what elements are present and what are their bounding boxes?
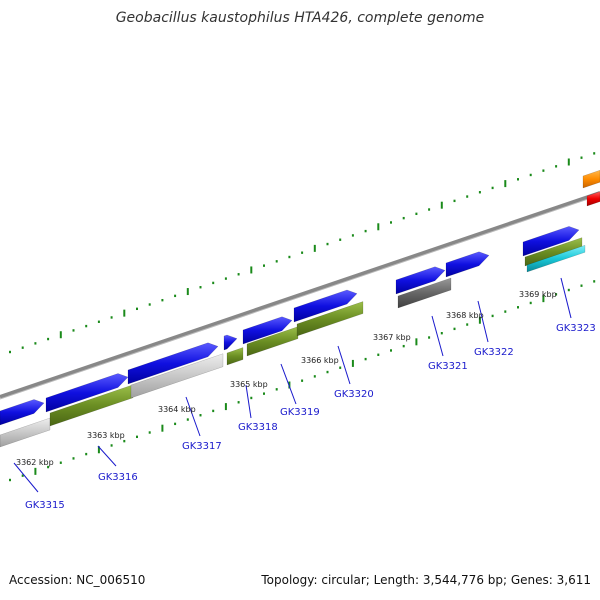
label-leader-lines — [13, 277, 572, 493]
gene-arrow — [445, 251, 490, 278]
scale-label: 3365 kbp — [230, 380, 268, 389]
label-leader-line — [97, 445, 117, 467]
map-title: Geobacillus kaustophilus HTA426, complet… — [116, 10, 485, 26]
rna-feature-bar — [246, 326, 299, 357]
pseudogene-bar — [0, 417, 51, 448]
label-leader-line — [431, 315, 444, 357]
upper-tick-track — [9, 152, 596, 354]
scale-label: 3363 kbp — [87, 431, 125, 440]
label-leader-line — [280, 363, 297, 405]
scale-label: 3367 kbp — [373, 333, 411, 342]
accession-text: Accession: NC_006510 — [9, 573, 146, 587]
pseudogene-bar — [397, 277, 452, 309]
gene-label-gk3322[interactable]: GK3322 — [474, 347, 514, 358]
gene-label-gk3320[interactable]: GK3320 — [334, 389, 374, 400]
gene-label-gk3321[interactable]: GK3321 — [428, 361, 468, 372]
misc-feature-bar — [526, 244, 586, 273]
scale-label: 3362 kbp — [16, 458, 54, 467]
feature-track — [0, 169, 600, 448]
genome-backbone-shadow — [0, 194, 600, 400]
label-leader-line — [477, 300, 489, 343]
genome-summary-text: Topology: circular; Length: 3,544,776 bp… — [261, 573, 591, 587]
lower-tick-track — [9, 280, 596, 482]
scale-label: 3364 kbp — [158, 405, 196, 414]
rna-feature-bar — [49, 384, 134, 427]
label-leader-line — [245, 384, 252, 419]
misc-feature-bar — [582, 169, 600, 189]
gene-arrow — [127, 342, 219, 385]
gene-label-gk3317[interactable]: GK3317 — [182, 441, 222, 452]
gene-label-gk3316[interactable]: GK3316 — [98, 472, 138, 483]
gene-arrow — [293, 289, 358, 323]
gene-label-gk3323[interactable]: GK3323 — [556, 323, 596, 334]
genome-backbone — [0, 191, 600, 399]
gene-arrow — [242, 316, 293, 345]
gene-arrow — [223, 334, 238, 351]
gene-arrow — [45, 373, 129, 413]
scale-label: 3369 kbp — [519, 290, 557, 299]
gene-arrow — [522, 226, 580, 257]
rna-feature-bar — [296, 301, 364, 337]
gene-label-gk3319[interactable]: GK3319 — [280, 407, 320, 418]
label-leader-line — [13, 462, 39, 493]
scale-label: 3368 kbp — [446, 311, 484, 320]
gene-label-gk3315[interactable]: GK3315 — [25, 500, 65, 511]
pseudogene-bar — [130, 353, 224, 399]
gene-label-gk3318[interactable]: GK3318 — [238, 422, 278, 433]
rna-feature-bar — [226, 347, 244, 366]
gene-arrow — [395, 266, 446, 295]
misc-feature-bar — [586, 191, 600, 207]
label-leader-line — [560, 277, 572, 319]
gene-arrow — [0, 399, 45, 426]
label-leader-line — [185, 396, 201, 437]
scale-label: 3366 kbp — [301, 356, 339, 365]
label-leader-line — [337, 345, 351, 385]
